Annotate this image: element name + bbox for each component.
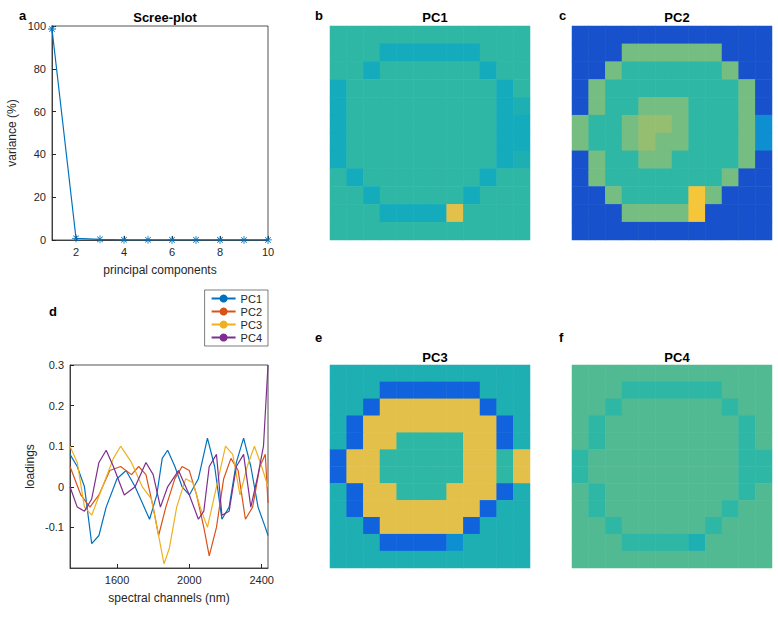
svg-text:8: 8 (217, 246, 223, 258)
svg-text:80: 80 (34, 63, 46, 75)
svg-text:a: a (19, 8, 27, 23)
svg-text:2400: 2400 (249, 574, 273, 586)
svg-text:0: 0 (58, 481, 64, 493)
svg-text:PC3: PC3 (422, 350, 447, 365)
svg-text:2: 2 (73, 246, 79, 258)
svg-text:6: 6 (169, 246, 175, 258)
svg-text:1600: 1600 (105, 574, 129, 586)
svg-text:b: b (315, 8, 323, 23)
svg-text:0: 0 (40, 234, 46, 246)
svg-text:60: 60 (34, 106, 46, 118)
svg-text:spectral channels (nm): spectral channels (nm) (108, 591, 229, 605)
svg-text:PC4: PC4 (664, 350, 690, 365)
svg-text:0.2: 0.2 (49, 400, 64, 412)
svg-text:PC2: PC2 (241, 306, 262, 318)
svg-text:PC3: PC3 (241, 319, 262, 331)
svg-text:c: c (559, 8, 566, 23)
svg-text:PC1: PC1 (422, 10, 447, 25)
svg-text:0.1: 0.1 (49, 440, 64, 452)
svg-text:10: 10 (262, 246, 274, 258)
svg-text:Scree-plot: Scree-plot (133, 10, 197, 25)
svg-text:PC4: PC4 (241, 332, 262, 344)
svg-text:PC1: PC1 (241, 293, 262, 305)
svg-text:40: 40 (34, 148, 46, 160)
svg-text:-0.1: -0.1 (45, 521, 64, 533)
svg-text:4: 4 (121, 246, 127, 258)
svg-text:e: e (315, 330, 322, 345)
svg-text:20: 20 (34, 191, 46, 203)
svg-text:PC2: PC2 (664, 10, 689, 25)
svg-text:loadings: loadings (23, 444, 37, 489)
svg-text:100: 100 (28, 20, 46, 32)
svg-text:principal components: principal components (103, 263, 216, 277)
svg-text:variance (%): variance (%) (5, 99, 19, 166)
svg-text:0.3: 0.3 (49, 359, 64, 371)
svg-text:2000: 2000 (177, 574, 201, 586)
svg-text:d: d (49, 304, 57, 319)
svg-text:f: f (559, 330, 564, 345)
